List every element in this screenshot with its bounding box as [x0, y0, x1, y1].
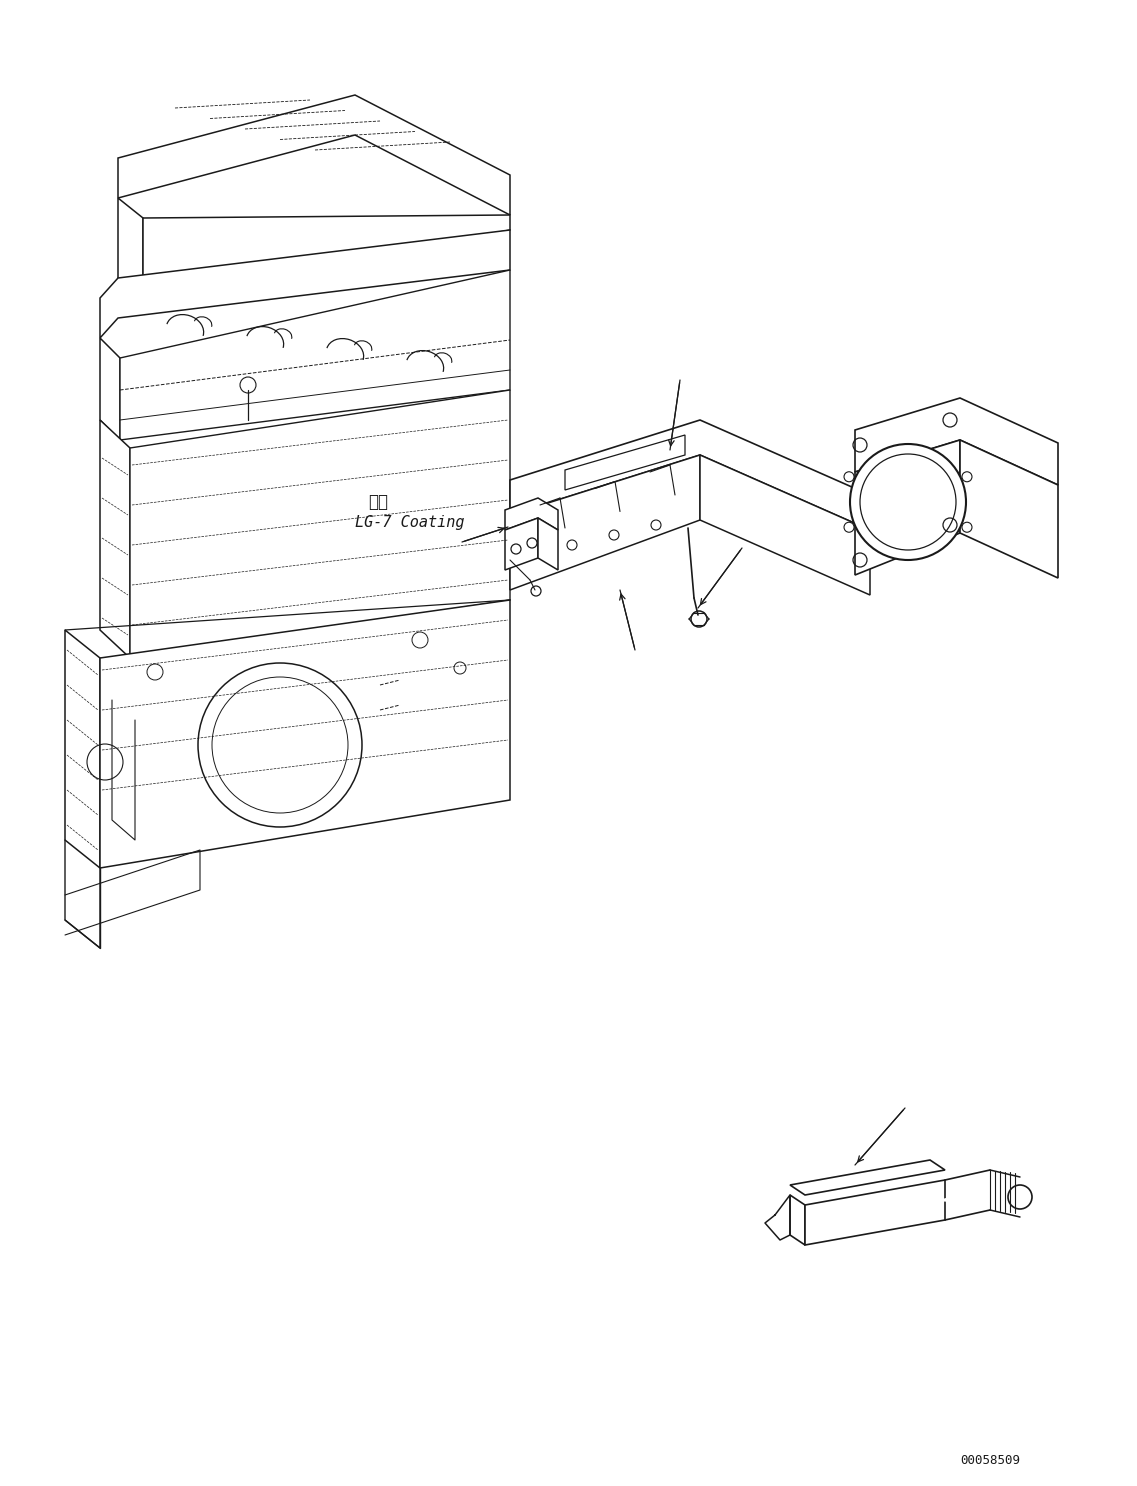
- Polygon shape: [65, 630, 100, 868]
- Text: 塗布: 塗布: [368, 493, 388, 511]
- Polygon shape: [805, 1180, 945, 1245]
- Polygon shape: [855, 398, 1059, 484]
- Text: 00058509: 00058509: [960, 1453, 1020, 1467]
- Polygon shape: [790, 1195, 805, 1245]
- Polygon shape: [121, 270, 511, 440]
- Polygon shape: [100, 421, 130, 658]
- Polygon shape: [565, 435, 684, 490]
- Polygon shape: [790, 1161, 945, 1195]
- Circle shape: [850, 444, 966, 560]
- Polygon shape: [100, 337, 121, 440]
- Polygon shape: [700, 455, 870, 594]
- Polygon shape: [100, 600, 511, 868]
- Polygon shape: [118, 198, 143, 299]
- Circle shape: [1009, 1184, 1032, 1210]
- Polygon shape: [538, 519, 558, 571]
- Polygon shape: [960, 440, 1059, 578]
- Polygon shape: [130, 389, 511, 658]
- Polygon shape: [855, 440, 960, 575]
- Circle shape: [198, 663, 362, 828]
- Polygon shape: [118, 95, 511, 215]
- Polygon shape: [505, 519, 538, 571]
- Polygon shape: [505, 498, 558, 531]
- Polygon shape: [511, 455, 700, 590]
- Polygon shape: [100, 230, 511, 337]
- Polygon shape: [143, 215, 511, 299]
- Text: LG-7 Coating: LG-7 Coating: [355, 514, 465, 529]
- Polygon shape: [511, 421, 870, 531]
